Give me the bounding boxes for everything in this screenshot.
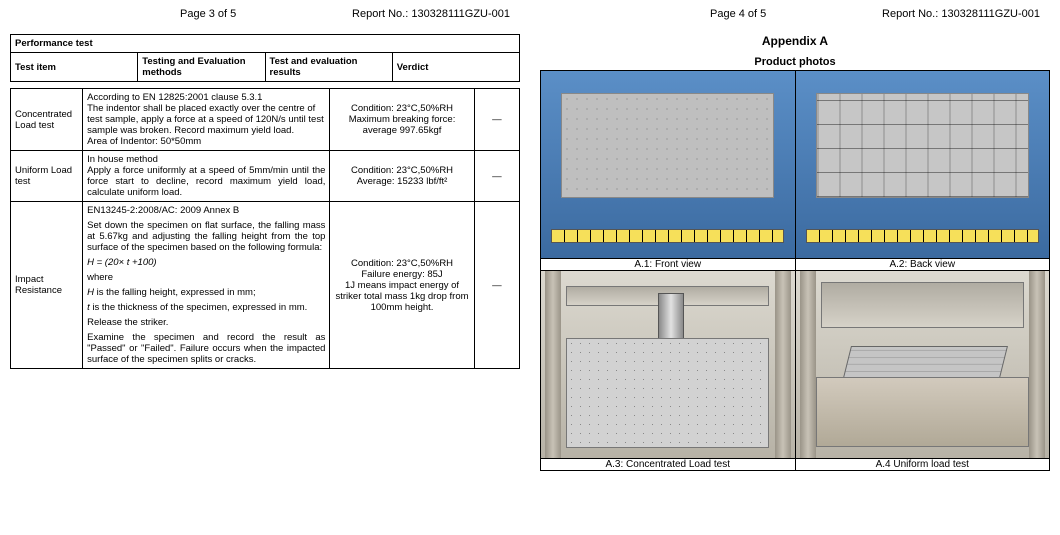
photo-a1 (541, 71, 796, 259)
caption-a1: A.1: Front view (541, 259, 796, 271)
col-result: Test and evaluation results (265, 53, 392, 82)
machine-column-icon (775, 271, 791, 458)
table-header-row: Test item Testing and Evaluation methods… (11, 53, 520, 82)
ruler-icon (551, 229, 784, 243)
report-number: Report No.: 130328111GZU-001 (352, 8, 510, 20)
machine-column-icon (1029, 271, 1045, 458)
result: Condition: 23°C,50%RH Failure energy: 85… (330, 202, 474, 369)
machine-column-icon (545, 271, 561, 458)
result: Condition: 23°C,50%RH Average: 15233 lbf… (330, 151, 474, 202)
upper-platen-icon (821, 282, 1024, 328)
page-3: Page 3 of 5 Report No.: 130328111GZU-001… (0, 0, 530, 535)
performance-table: Performance test Test item Testing and E… (10, 34, 520, 82)
photo-a2 (795, 71, 1050, 259)
photos-title: Product photos (540, 56, 1050, 68)
caption-a3: A.3: Concentrated Load test (541, 459, 796, 471)
item: Concentrated Load test (11, 89, 83, 151)
method: EN13245-2:2008/AC: 2009 Annex B Set down… (83, 202, 330, 369)
col-test-item: Test item (11, 53, 138, 82)
method: In house method Apply a force uniformly … (83, 151, 330, 202)
row-concentrated: Concentrated Load test According to EN 1… (11, 89, 520, 151)
panel-back-icon (816, 93, 1029, 198)
ruler-icon (806, 229, 1039, 243)
base-block-icon (816, 377, 1029, 447)
photos-grid: A.1: Front view A.2: Back view (540, 70, 1050, 471)
col-method: Testing and Evaluation methods (138, 53, 265, 82)
page4-header: Page 4 of 5 Report No.: 130328111GZU-001 (540, 8, 1050, 20)
panel-front-icon (561, 93, 774, 198)
col-verdict: Verdict (392, 53, 519, 82)
m-l1: EN13245-2:2008/AC: 2009 Annex B (87, 205, 325, 216)
photo-a4 (795, 271, 1050, 459)
m-t: t is the thickness of the specimen, expr… (87, 302, 325, 313)
m-formula: H = (20× t +100) (87, 257, 325, 268)
photo-a3 (541, 271, 796, 459)
row-impact: Impact Resistance EN13245-2:2008/AC: 200… (11, 202, 520, 369)
m-exam: Examine the specimen and record the resu… (87, 332, 325, 365)
verdict: — (474, 202, 519, 369)
item: Uniform Load test (11, 151, 83, 202)
page3-header: Page 3 of 5 Report No.: 130328111GZU-001 (10, 8, 520, 20)
caption-a4: A.4 Uniform load test (795, 459, 1050, 471)
page-number: Page 4 of 5 (710, 8, 766, 20)
machine-column-icon (800, 271, 816, 458)
table-title: Performance test (11, 35, 520, 53)
m-h: H H is the falling height, expressed in … (87, 287, 325, 298)
verdict: — (474, 151, 519, 202)
verdict: — (474, 89, 519, 151)
m-l2: Set down the specimen on flat surface, t… (87, 220, 325, 253)
page-4: Page 4 of 5 Report No.: 130328111GZU-001… (530, 0, 1060, 535)
performance-rows: Concentrated Load test According to EN 1… (10, 88, 520, 369)
row-uniform: Uniform Load test In house method Apply … (11, 151, 520, 202)
test-bed-icon (566, 338, 769, 448)
caption-a2: A.2: Back view (795, 259, 1050, 271)
m-where: where (87, 272, 325, 283)
report-number: Report No.: 130328111GZU-001 (882, 8, 1040, 20)
result: Condition: 23°C,50%RH Maximum breaking f… (330, 89, 474, 151)
m-rel: Release the striker. (87, 317, 325, 328)
appendix-title: Appendix A (540, 34, 1050, 48)
page-number: Page 3 of 5 (180, 8, 236, 20)
item: Impact Resistance (11, 202, 83, 369)
method: According to EN 12825:2001 clause 5.3.1 … (83, 89, 330, 151)
